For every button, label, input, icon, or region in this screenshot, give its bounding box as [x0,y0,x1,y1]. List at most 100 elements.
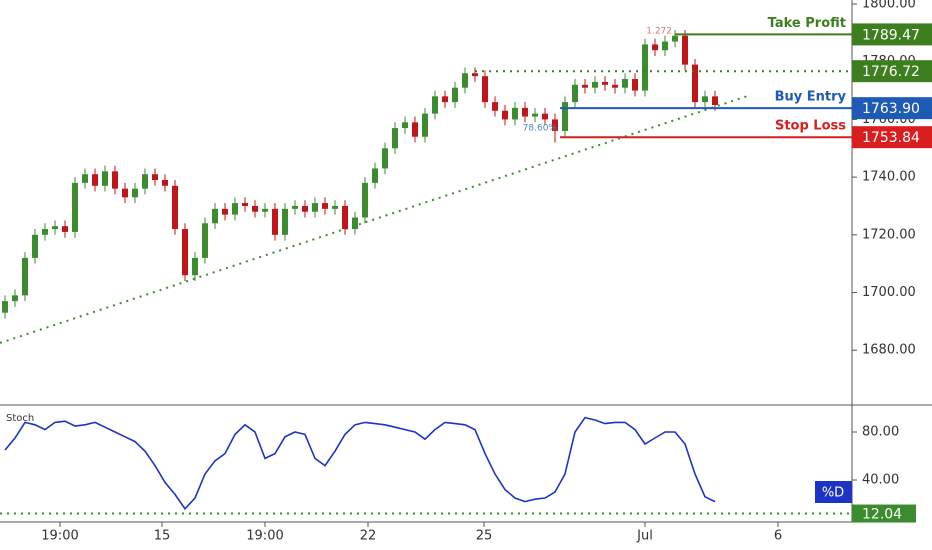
candle-body [442,96,448,103]
candle-body [522,107,528,117]
candle-body [662,41,668,51]
candle-body [232,203,238,215]
candle-body [592,81,598,88]
indicator-line [4,416,716,511]
candle-body [672,35,678,42]
candle-body [262,208,268,212]
candle-body [282,208,288,235]
candle-body [272,208,278,235]
price-label-box [852,60,932,83]
candle-body [162,180,168,186]
candle-body [492,102,498,111]
candle-body [82,174,88,183]
candle-body [532,113,538,117]
candle-body [302,205,308,212]
candle-body [582,84,588,88]
legend-box [815,481,852,503]
candle-body [152,174,158,180]
candle-body [112,171,118,189]
candle-body [652,44,658,51]
x-tick-label: 25 [476,529,493,544]
candle-body [362,182,368,218]
candle-body [182,229,188,276]
candle-body [432,96,438,114]
candle-body [292,205,298,209]
candle-body [222,208,228,215]
candle-body [312,203,318,212]
candle-body [242,203,248,206]
candle-body [62,226,68,232]
candle-body [552,119,558,131]
candle-body [92,174,98,186]
price-label: 1776.72 [862,64,920,80]
candle-body [132,188,138,198]
candle-body [12,295,18,302]
candle-body [422,113,428,137]
candle-body [352,217,358,230]
legend-label: %D [822,486,844,501]
candle-body [202,223,208,258]
y-tick-label: 80.00 [862,425,899,440]
candle-body [122,188,128,198]
price-label-box [852,126,932,149]
x-tick-label: 19:00 [41,529,78,544]
candle-body [22,257,28,296]
y-tick-label: 1680.00 [862,343,916,358]
candle-body [622,79,628,88]
y-tick-label: 1700.00 [862,285,916,300]
y-tick-label: 1740.00 [862,170,916,185]
candle-body [502,110,508,120]
candle-body [252,205,258,212]
level-name: Stop Loss [775,119,846,134]
candle-body [482,76,488,103]
x-tick-label: Jul [636,529,653,544]
price-label-box [852,23,932,46]
price-label: 1789.47 [862,27,920,43]
level-label-box [852,504,916,523]
x-tick-label: 15 [154,529,171,544]
candle-body [682,35,688,65]
candle-body [512,107,518,120]
candle-body [642,44,648,91]
candle-body [332,205,338,209]
level-label: 12.04 [862,507,902,523]
candle-body [702,96,708,103]
candle-body [562,102,568,131]
y-tick-label: 1720.00 [862,227,916,242]
candle-body [2,301,8,313]
candle-body [212,208,218,224]
x-tick-label: 6 [774,529,782,544]
candle-body [462,73,468,88]
indicator-title: Stoch [6,413,34,424]
y-tick-label: 40.00 [862,473,899,488]
candle-body [692,64,698,103]
candle-body [322,203,328,209]
candle-body [542,113,548,120]
candle-body [572,84,578,103]
candle-body [102,171,108,186]
candle-body [602,81,608,85]
candle-body [172,185,178,230]
candle-body [42,229,48,235]
candle-body [72,182,78,232]
candle-body [612,84,618,88]
candle-body [412,122,418,137]
price-label-box [852,97,932,120]
candle-body [712,96,718,105]
annotation: 78.60% [523,124,558,134]
candle-body [52,226,58,230]
candle-body [372,168,378,183]
candle-body [472,73,478,77]
candle-body [402,122,408,129]
candle-body [632,79,638,91]
price-label: 1763.90 [862,101,920,117]
level-name: Buy Entry [775,90,847,105]
candle-body [142,174,148,189]
x-tick-label: 22 [360,529,377,544]
candle-body [342,205,348,230]
candle-body [192,257,198,276]
annotation: 1.272 [646,27,672,37]
x-tick-label: 19:00 [246,529,283,544]
